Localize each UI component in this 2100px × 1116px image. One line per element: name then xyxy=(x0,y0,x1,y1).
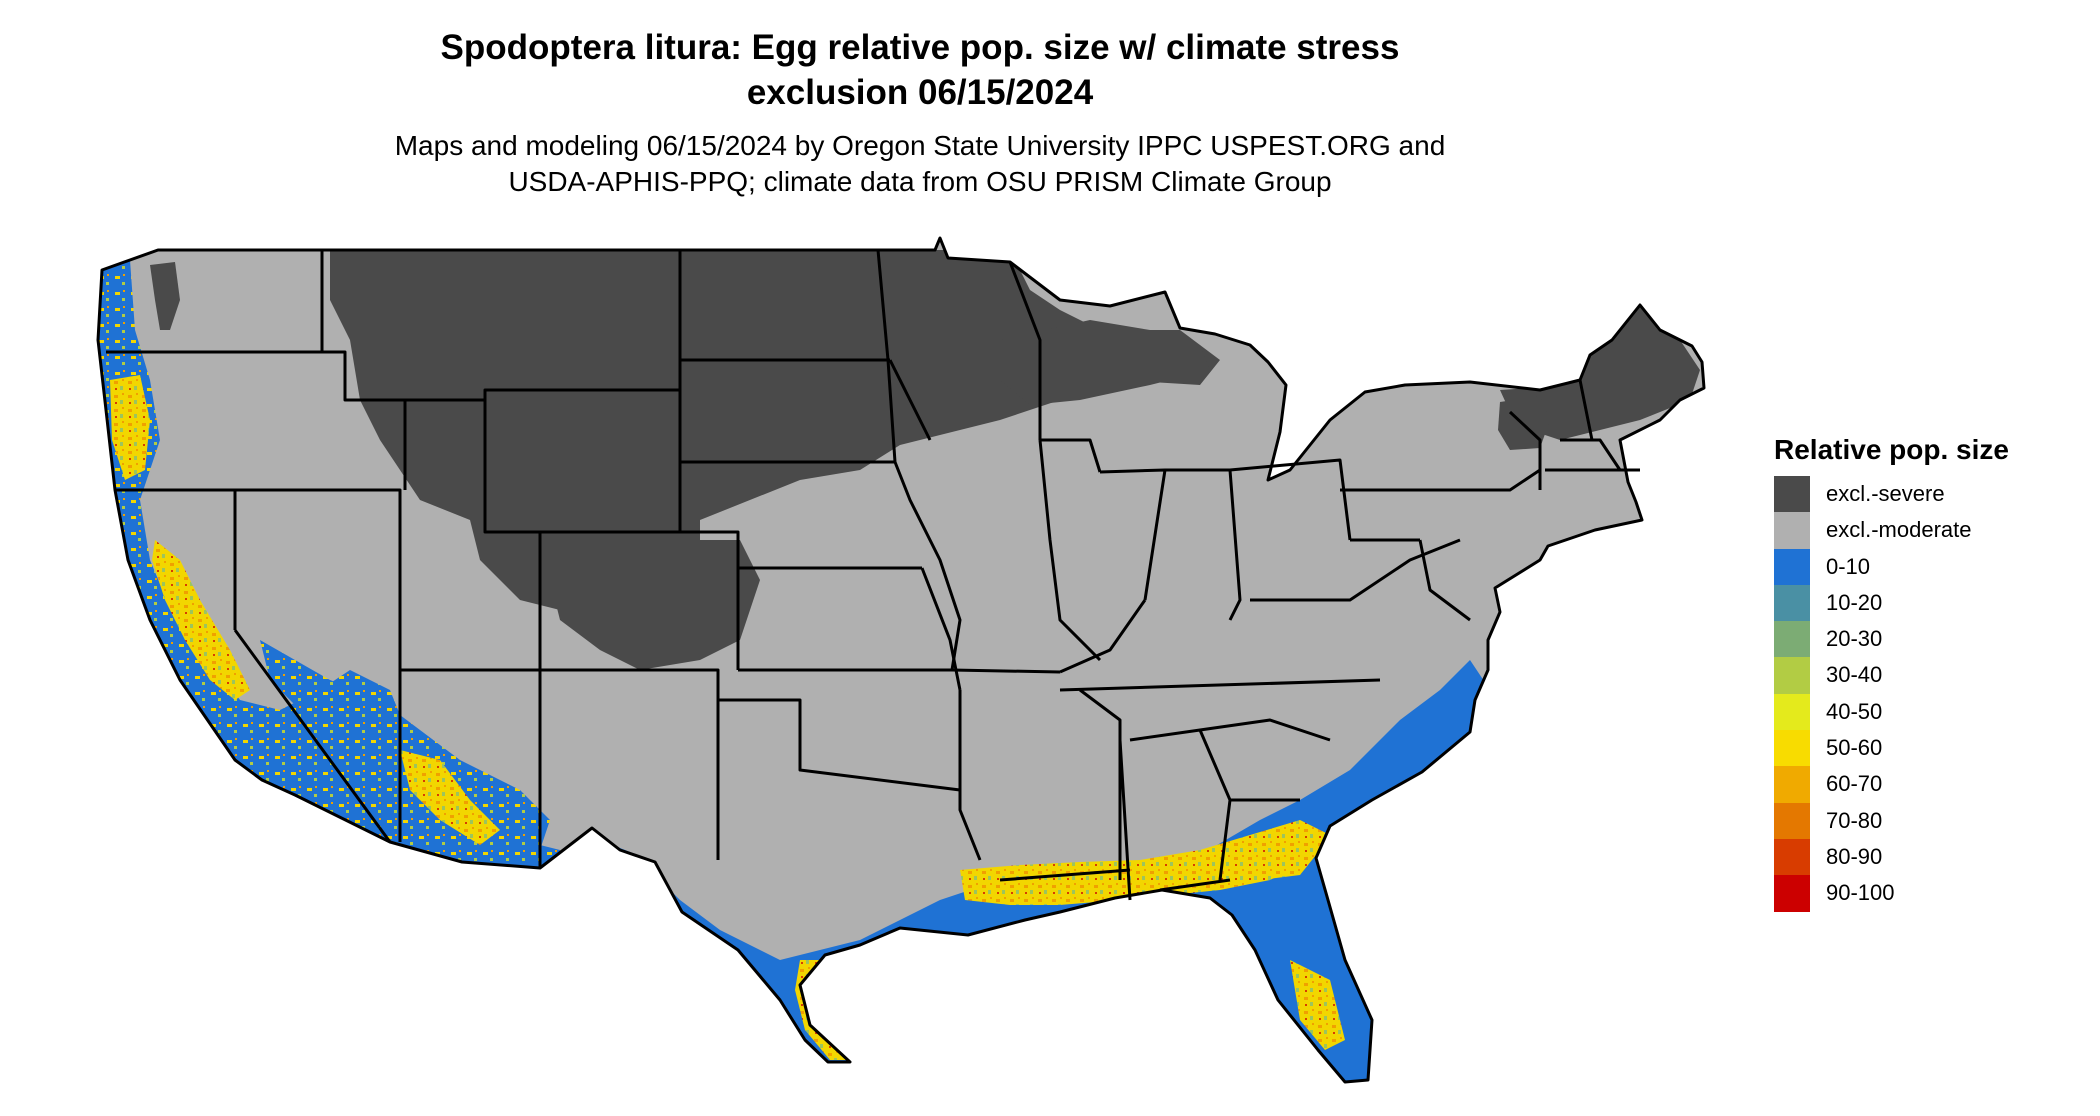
legend-item: 30-40 xyxy=(1774,657,2074,694)
legend-label: excl.-moderate xyxy=(1826,517,1972,543)
moderate-exclusion-area xyxy=(98,238,1704,1082)
legend-label: 60-70 xyxy=(1826,771,1883,797)
legend-label: 50-60 xyxy=(1826,735,1883,761)
map-title-line-1: Spodoptera litura: Egg relative pop. siz… xyxy=(440,28,1400,67)
legend-item: excl.-moderate xyxy=(1774,512,2074,549)
legend-swatch xyxy=(1774,766,1810,803)
legend-label: 40-50 xyxy=(1826,698,1883,724)
legend-swatch xyxy=(1774,730,1810,767)
us-outline xyxy=(96,236,1706,1084)
zone-40-60-oregon-valley xyxy=(110,375,150,480)
legend-item: 70-80 xyxy=(1774,802,2074,839)
legend-swatch xyxy=(1774,476,1810,513)
zone-0-10-desert xyxy=(260,640,550,850)
map-subtitle-line-2: USDA-APHIS-PPQ; climate data from OSU PR… xyxy=(508,166,1332,197)
us-map xyxy=(96,236,1706,1084)
legend-swatch xyxy=(1774,875,1810,912)
legend-item: 80-90 xyxy=(1774,838,2074,876)
zone-40-70-gulf-band xyxy=(960,820,1330,905)
zone-40-70-georgia xyxy=(1250,825,1320,880)
legend-label: 0-10 xyxy=(1826,553,1871,579)
legend-item: 20-30 xyxy=(1774,621,2074,658)
legend-swatch xyxy=(1774,621,1810,658)
legend-item: 90-100 xyxy=(1774,875,2074,912)
legend-label: 20-30 xyxy=(1826,626,1883,652)
legend-rows: excl.-severe excl.-moderate 0-10 10-20 20-30… xyxy=(1774,476,2074,912)
legend-swatch xyxy=(1774,693,1810,731)
severe-exclusion-new-england xyxy=(1500,305,1700,440)
zone-40-60-central-valley xyxy=(152,540,250,700)
legend-label: 30-40 xyxy=(1826,662,1883,688)
legend-item: 0-10 xyxy=(1774,548,2074,585)
state-borders xyxy=(96,236,1706,1084)
legend-label: excl.-severe xyxy=(1826,481,1945,506)
severe-exclusion-cascades xyxy=(150,262,180,330)
legend-item: 50-60 xyxy=(1774,730,2074,767)
legend-label: 80-90 xyxy=(1826,843,1883,869)
map-subtitle-line-1: Maps and modeling 06/15/2024 by Oregon S… xyxy=(394,130,1446,161)
legend-swatch xyxy=(1774,584,1810,622)
zone-40-70-florida xyxy=(1290,960,1345,1050)
severe-exclusion-great-lakes xyxy=(1000,320,1210,405)
legend-label: 90-100 xyxy=(1826,880,1895,906)
legend-swatch xyxy=(1774,657,1810,694)
legend-swatch xyxy=(1774,802,1810,839)
legend-swatch xyxy=(1774,838,1810,876)
map-legend: Relative pop. size excl.-severe excl.-mod… xyxy=(1774,432,2074,912)
legend-label: 70-80 xyxy=(1826,807,1883,833)
map-title-line-2: exclusion 06/15/2024 xyxy=(746,73,1094,112)
legend-title: Relative pop. size xyxy=(1774,434,2009,465)
legend-item: 10-20 xyxy=(1774,584,2074,622)
legend-item: 40-50 xyxy=(1774,693,2074,731)
legend-swatch xyxy=(1774,548,1810,585)
legend-swatch xyxy=(1774,512,1810,549)
legend-item: 60-70 xyxy=(1774,766,2074,803)
legend-item: excl.-severe xyxy=(1774,476,2074,513)
legend-label: 10-20 xyxy=(1826,589,1883,615)
severe-exclusion-mountains xyxy=(540,540,760,670)
zone-40-60-arizona xyxy=(400,750,500,845)
